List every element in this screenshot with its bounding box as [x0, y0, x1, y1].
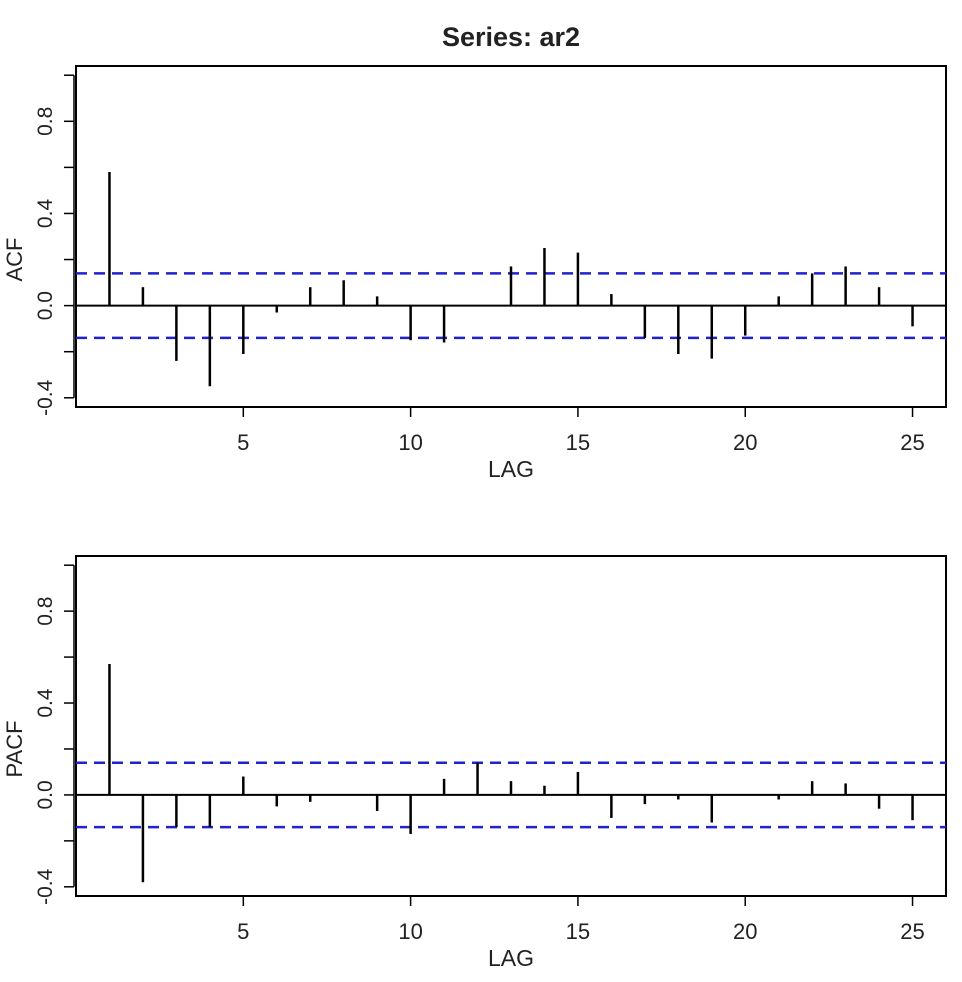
pacf-y-tick-label: 0.0 — [34, 780, 57, 809]
acf-y-tick-label: 0.8 — [34, 107, 57, 136]
pacf-x-tick-label: 10 — [398, 919, 422, 944]
acf-y-tick-label: 0.0 — [34, 291, 57, 320]
acf-x-tick-label: 25 — [900, 430, 924, 455]
acf-x-tick-label: 5 — [237, 430, 249, 455]
pacf-x-tick-label: 25 — [900, 919, 924, 944]
pacf-x-tick-label: 5 — [237, 919, 249, 944]
pacf-y-axis-label: PACF — [2, 720, 27, 777]
pacf-y-tick-label: 0.4 — [34, 688, 57, 718]
acf-panel: -0.4 0.0 0.4 0.8 ACF 5 10 15 20 25 LAG — [2, 65, 947, 482]
acf-plot-frame — [75, 65, 947, 408]
acf-x-tick-label: 10 — [398, 430, 422, 455]
acf-y-tick-label: -0.4 — [34, 379, 57, 416]
pacf-y-tick-label: -0.4 — [34, 868, 57, 905]
pacf-x-tick-label: 20 — [733, 919, 757, 944]
pacf-plot-frame — [75, 555, 947, 897]
pacf-x-tick-label: 15 — [566, 919, 590, 944]
pacf-x-axis-label: LAG — [488, 945, 534, 971]
acf-y-tick-label: 0.4 — [34, 199, 57, 229]
acf-x-axis-label: LAG — [488, 456, 534, 482]
acf-x-tick-label: 15 — [566, 430, 590, 455]
pacf-panel: -0.4 0.0 0.4 0.8 PACF 5 10 15 20 25 LAG — [2, 555, 947, 971]
acf-y-axis-label: ACF — [2, 238, 27, 282]
acf-x-tick-label: 20 — [733, 430, 757, 455]
figure-title: Series: ar2 — [442, 22, 580, 52]
pacf-y-tick-label: 0.8 — [34, 597, 57, 626]
